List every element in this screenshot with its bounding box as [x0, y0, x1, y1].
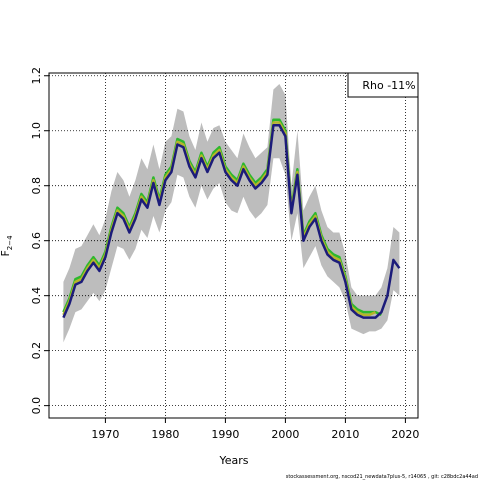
plot-frame	[48, 72, 419, 419]
x-tick-label: 1990	[211, 428, 239, 441]
annotation: Rho -11%	[362, 79, 415, 92]
y-tick-label: 0.0	[30, 397, 43, 415]
x-tick-label: 1970	[91, 428, 119, 441]
y-tick-label: 0.6	[30, 232, 43, 250]
caption: stockassessment.org, nscod21_newdata7plu…	[286, 474, 478, 480]
x-tick-label: 2010	[331, 428, 359, 441]
y-axis-label-main: F	[0, 250, 12, 256]
y-tick-label: 0.8	[30, 177, 43, 195]
y-tick-label: 0.4	[30, 287, 43, 305]
y-tick-label: 0.2	[30, 342, 43, 360]
y-axis-label: F2−4	[0, 235, 14, 257]
y-tick-label: 1.0	[30, 122, 43, 140]
x-tick-label: 2020	[391, 428, 419, 441]
y-tick-label: 1.2	[30, 67, 43, 85]
series-line	[62, 123, 401, 319]
legend-box	[347, 72, 419, 98]
x-axis-label: Years	[218, 454, 248, 467]
x-tick-label: 2000	[271, 428, 299, 441]
y-axis-label-sub: 2−4	[6, 235, 14, 250]
x-tick-label: 1980	[151, 428, 179, 441]
